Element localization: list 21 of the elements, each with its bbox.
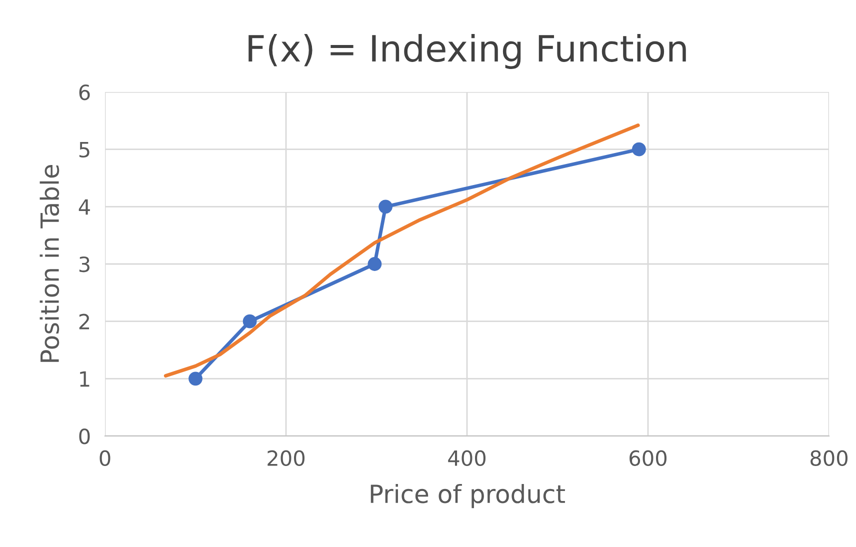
point (378, 200, 392, 214)
point (632, 142, 646, 156)
x-tick-label: 400 (448, 450, 486, 466)
line-series (164, 124, 640, 378)
y-tick-label: 4 (78, 199, 90, 215)
y-tick-label: 6 (79, 84, 90, 100)
x-tick-label: 0 (100, 450, 110, 466)
point (188, 372, 202, 386)
y-tick-label: 5 (79, 142, 90, 158)
x-axis-title: Price of product (370, 484, 565, 508)
y-axis-title: Position in Table (40, 164, 60, 362)
chart-title: F(x) = Indexing Function (248, 34, 686, 69)
point (368, 257, 382, 271)
y-tick-label: 1 (80, 371, 90, 387)
x-tick-label: 600 (630, 450, 666, 466)
point (242, 314, 257, 328)
y-tick-label: 3 (79, 256, 90, 272)
y-tick-label: 2 (79, 314, 90, 330)
x-tick-label: 800 (810, 450, 848, 466)
x-tick-label: 200 (268, 450, 304, 466)
y-tick-label: 0 (79, 428, 90, 444)
